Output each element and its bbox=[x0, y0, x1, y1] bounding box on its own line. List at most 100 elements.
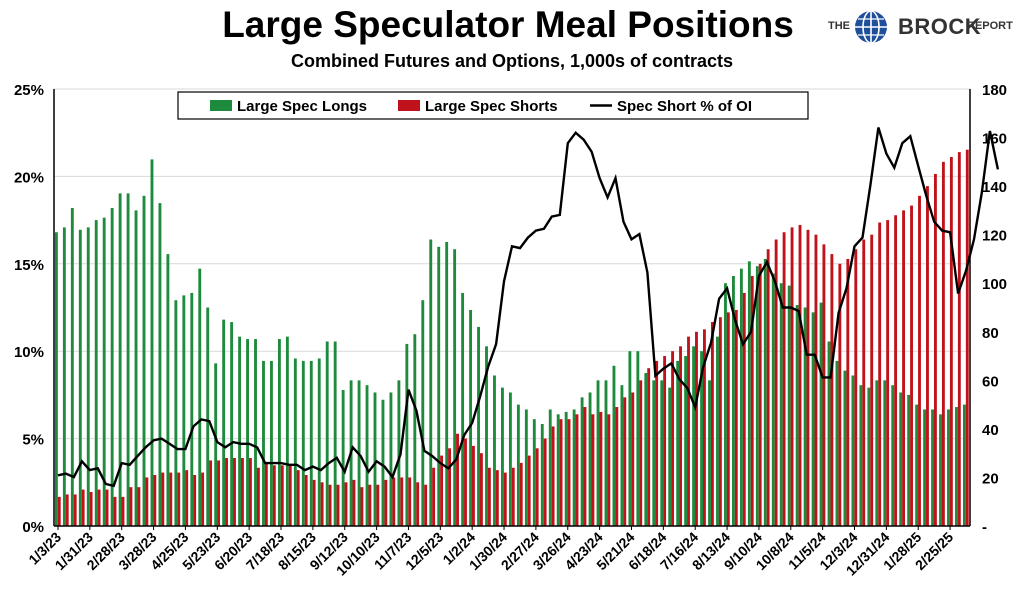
bar-short bbox=[145, 477, 149, 526]
bar-long bbox=[461, 292, 465, 526]
bar-short bbox=[527, 455, 531, 526]
bar-short bbox=[599, 411, 603, 526]
bar-short bbox=[169, 472, 173, 526]
bar-long bbox=[763, 258, 767, 526]
bar-long bbox=[811, 312, 815, 526]
bar-short bbox=[296, 470, 300, 526]
bar-short bbox=[862, 239, 866, 526]
bar-short bbox=[495, 470, 499, 526]
bar-short bbox=[870, 234, 874, 526]
bar-short bbox=[344, 482, 348, 526]
bar-short bbox=[280, 465, 284, 526]
bar-long bbox=[716, 336, 719, 526]
bar-long bbox=[731, 275, 735, 526]
bar-short bbox=[256, 467, 260, 526]
bar-short bbox=[918, 195, 921, 527]
bar-long bbox=[891, 385, 895, 526]
bar-short bbox=[742, 292, 746, 526]
bar-short bbox=[726, 312, 730, 526]
bar-long bbox=[198, 268, 202, 526]
bar-long bbox=[477, 326, 480, 526]
bar-short bbox=[456, 433, 459, 526]
bar-long bbox=[70, 207, 74, 526]
bar-long bbox=[524, 409, 528, 526]
bar-long bbox=[947, 409, 950, 526]
bar-short bbox=[798, 224, 802, 526]
bar-long bbox=[867, 387, 871, 526]
bar-short bbox=[121, 496, 125, 526]
bar-long bbox=[660, 380, 664, 526]
bar-long bbox=[644, 373, 648, 526]
bar-short bbox=[687, 336, 690, 526]
bar-short bbox=[750, 275, 754, 526]
bar-short bbox=[511, 467, 515, 526]
bar-long bbox=[795, 305, 799, 526]
bar-short bbox=[479, 453, 483, 526]
bar-short bbox=[718, 317, 722, 526]
bar-short bbox=[758, 263, 762, 526]
bar-long bbox=[668, 387, 672, 526]
bar-long bbox=[915, 404, 919, 526]
bar-long bbox=[819, 302, 823, 526]
bar-long bbox=[222, 319, 226, 526]
bar-long bbox=[540, 424, 544, 526]
bar-long bbox=[78, 229, 82, 527]
bar-long bbox=[931, 409, 934, 526]
bar-long bbox=[652, 380, 656, 526]
bar-long bbox=[604, 380, 608, 526]
y-right-tick-label: 20 bbox=[982, 470, 999, 487]
bar-short bbox=[559, 419, 563, 526]
bar-short bbox=[894, 215, 898, 526]
bar-short bbox=[408, 477, 412, 526]
bar-short bbox=[575, 414, 579, 526]
bar-long bbox=[54, 232, 58, 526]
bar-short bbox=[177, 472, 181, 526]
bar-long bbox=[254, 339, 257, 526]
bar-long bbox=[501, 387, 504, 526]
bar-long bbox=[110, 207, 114, 526]
bar-short bbox=[703, 329, 706, 526]
bar-short bbox=[910, 205, 913, 527]
bar-long bbox=[708, 380, 711, 526]
bar-long bbox=[628, 351, 632, 526]
bar-long bbox=[381, 399, 385, 526]
bar-short bbox=[376, 484, 380, 526]
bar-short bbox=[89, 492, 93, 526]
bar-short bbox=[503, 472, 507, 526]
bar-long bbox=[277, 339, 281, 526]
bar-short bbox=[766, 249, 770, 526]
bar-long bbox=[899, 392, 903, 526]
bar-long bbox=[373, 392, 377, 526]
y-left-tick-label: 15% bbox=[14, 257, 44, 274]
bar-short bbox=[710, 322, 714, 526]
legend-label-shorts: Large Spec Shorts bbox=[425, 98, 558, 115]
bar-short bbox=[400, 477, 404, 526]
bar-short bbox=[679, 346, 682, 526]
bar-short bbox=[161, 472, 165, 526]
bar-short bbox=[926, 186, 929, 526]
bar-long bbox=[325, 341, 329, 526]
bar-short bbox=[551, 426, 555, 526]
bar-long bbox=[827, 341, 831, 526]
bar-long bbox=[134, 210, 138, 526]
bar-long bbox=[516, 404, 520, 526]
bar-short bbox=[320, 482, 324, 526]
bar-long bbox=[724, 283, 727, 526]
bar-long bbox=[676, 360, 680, 526]
bar-short bbox=[663, 356, 667, 526]
legend-label-longs: Large Spec Longs bbox=[237, 98, 367, 115]
bar-short bbox=[233, 458, 236, 526]
bar-long bbox=[875, 380, 879, 526]
logo-report: REPORT bbox=[967, 20, 1013, 32]
bar-short bbox=[81, 489, 85, 526]
bar-long bbox=[437, 246, 441, 527]
bar-long bbox=[493, 375, 496, 526]
bar-short bbox=[105, 489, 109, 526]
bar-long bbox=[262, 360, 265, 526]
bar-short bbox=[448, 448, 451, 526]
bar-long bbox=[150, 159, 154, 526]
bar-short bbox=[838, 263, 842, 526]
bar-long bbox=[421, 300, 425, 526]
bar-short bbox=[272, 465, 276, 526]
globe-icon bbox=[855, 10, 887, 44]
